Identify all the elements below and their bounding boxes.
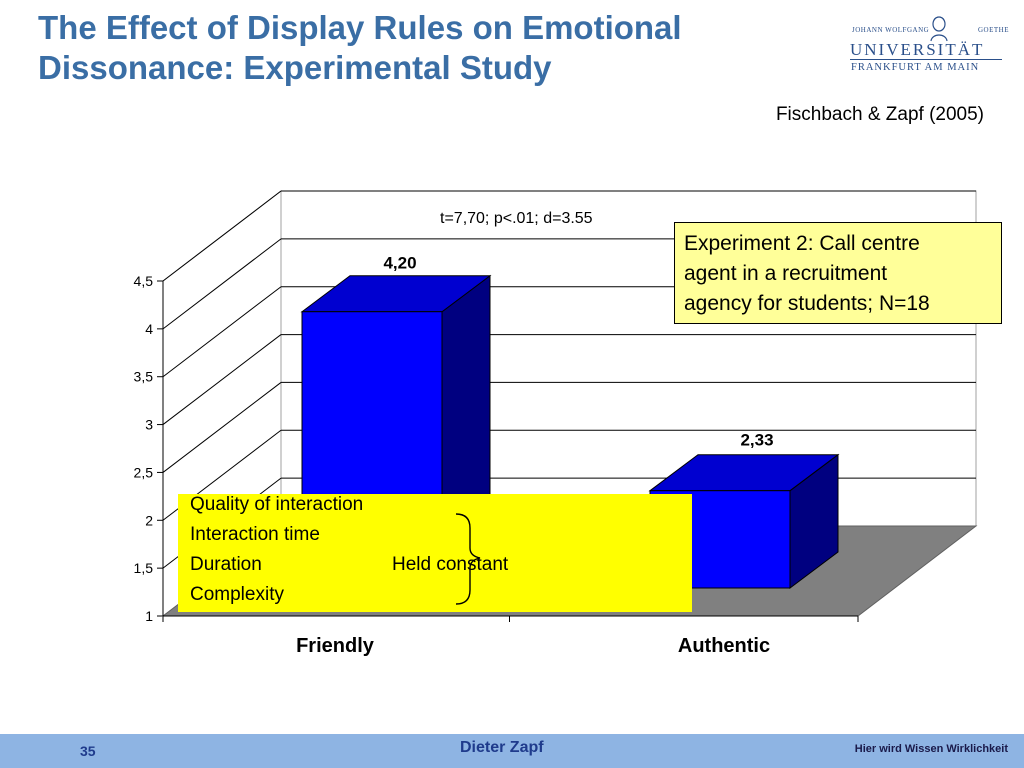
y-tick-label: 4 [145,321,153,337]
logo-top-right: GOETHE [978,26,1009,34]
slide-title-line1: The Effect of Display Rules on Emotional [38,9,682,46]
logo-divider [850,59,1002,60]
stat-annotation: t=7,70; p<.01; d=3.55 [440,210,593,227]
footer-bar: 35 Dieter Zapf Hier wird Wissen Wirklich… [0,734,1024,768]
bar-value-label: 2,33 [740,431,773,450]
control-item: Duration [190,554,262,575]
slide-title-line2: Dissonance: Experimental Study [38,49,552,86]
control-item: Complexity [190,584,284,605]
y-tick-label: 4,5 [134,273,154,289]
bar-chart: 1 1,5 2 2,5 3 3,5 4 4,5 4,20 Friendly 2,33 Authenti… [134,189,978,657]
gridline-side [162,286,282,378]
y-tick-label: 3,5 [134,369,154,385]
x-category-label: Friendly [296,635,375,657]
control-item: Quality of interaction [190,494,364,515]
y-tick-label: 3 [145,417,153,433]
logo-university: UNIVERSITÄT [850,40,985,59]
y-tick-label: 1,5 [134,560,154,576]
logo-city: FRANKFURT AM MAIN [851,62,980,73]
citation: Fischbach & Zapf (2005) [775,104,984,125]
logo-top-left: JOHANN WOLFGANG [852,26,930,34]
gridline-side [162,238,282,330]
gridline-side [162,334,282,425]
control-item: Interaction time [190,524,320,545]
page-number: 35 [80,743,96,759]
bar-value-label: 4,20 [383,254,416,273]
curly-brace-icon [455,513,481,605]
experiment-box: Experiment 2: Call centre agent in a rec… [674,222,1002,324]
held-constant-label: Held constant [392,554,509,575]
slide-title: The Effect of Display Rules on Emotional… [38,8,828,88]
experiment-line: agency for students; N=18 [684,292,930,315]
experiment-line: agent in a recruitment [684,262,888,285]
footer-author: Dieter Zapf [460,739,544,756]
experiment-line: Experiment 2: Call centre [684,232,920,255]
y-tick-label: 2 [145,512,153,528]
gridline-side [162,382,282,473]
x-category-label: Authentic [678,635,770,657]
footer-slogan: Hier wird Wissen Wirklichkeit [854,743,1008,755]
controls-box: Quality of interaction Interaction time … [178,494,692,612]
university-logo: JOHANN WOLFGANG GOETHE UNIVERSITÄT FRANK… [850,16,1010,78]
y-tick-label: 1 [145,608,153,624]
goethe-portrait-icon [930,16,948,42]
y-tick-label: 2,5 [134,464,154,480]
gridline-side [162,190,282,282]
